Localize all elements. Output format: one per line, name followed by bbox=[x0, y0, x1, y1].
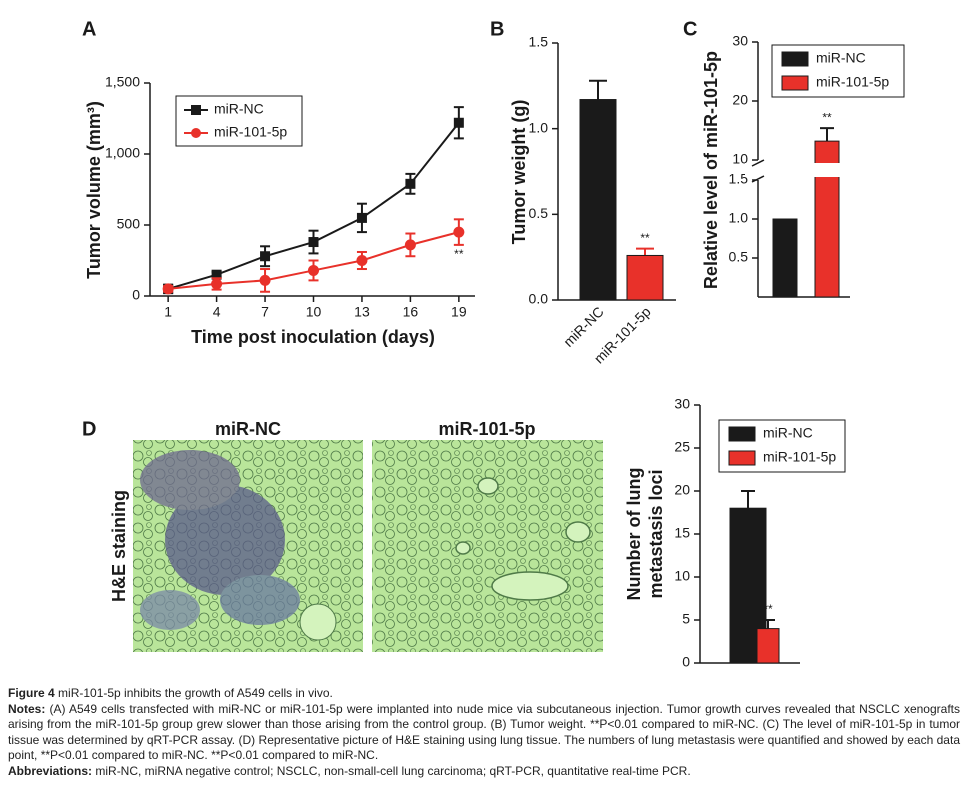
bar bbox=[756, 628, 780, 664]
y-tick-label: 25 bbox=[674, 439, 690, 455]
y-tick-label: 0.0 bbox=[529, 291, 549, 307]
y-tick-label: 1.0 bbox=[729, 210, 749, 226]
annotation: ** bbox=[822, 110, 832, 124]
point bbox=[260, 251, 271, 262]
y-tick-label: 1,000 bbox=[105, 145, 140, 161]
y-tick-label: 1.5 bbox=[729, 171, 749, 187]
legend-marker bbox=[191, 128, 201, 138]
stain-label: H&E staining bbox=[109, 490, 129, 602]
legend-label: miR-101-5p bbox=[816, 74, 889, 90]
y-tick-label: 15 bbox=[674, 525, 690, 541]
y-tick-label: 5 bbox=[682, 611, 690, 627]
point bbox=[211, 278, 223, 290]
y-tick-label: 1.5 bbox=[529, 34, 549, 50]
annotation: ** bbox=[640, 231, 650, 245]
notes-text: (A) A549 cells transfected with miR-NC o… bbox=[8, 701, 960, 763]
y-tick-label: 1,500 bbox=[105, 74, 140, 90]
annotation: ** bbox=[454, 247, 464, 261]
chart-area: A 0 500 1,000 1,500 1 4 7 10 13 16 19 Time post inoc… bbox=[82, 18, 905, 670]
vessel bbox=[299, 603, 337, 641]
point bbox=[162, 283, 174, 295]
y-tick-label: 0.5 bbox=[529, 205, 549, 221]
y-tick-label: 10 bbox=[674, 568, 690, 584]
x-tick-label: 10 bbox=[306, 304, 322, 320]
point bbox=[356, 212, 367, 223]
annotation: ** bbox=[763, 602, 773, 616]
legend-label: miR-NC bbox=[763, 425, 813, 441]
y-tick-label: 20 bbox=[674, 482, 690, 498]
y-tick-label: 30 bbox=[732, 33, 748, 49]
caption-title: Figure 4 miR-101-5p inhibits the growth … bbox=[8, 686, 960, 702]
x-tick-label: 4 bbox=[213, 304, 221, 320]
legend-label: miR-101-5p bbox=[214, 124, 287, 140]
legend-swatch bbox=[781, 51, 809, 67]
point bbox=[405, 178, 416, 189]
x-axis-label: Time post inoculation (days) bbox=[191, 327, 435, 347]
y-tick-label: 0 bbox=[132, 287, 140, 303]
notes-label: Notes: bbox=[8, 701, 46, 716]
caption-label: Figure 4 bbox=[8, 686, 55, 700]
point bbox=[453, 226, 465, 238]
image-label: miR-NC bbox=[215, 419, 281, 439]
bar bbox=[579, 99, 617, 301]
image-label: miR-101-5p bbox=[438, 419, 535, 439]
point bbox=[404, 239, 416, 251]
panel-label: D bbox=[82, 418, 96, 440]
legend-marker bbox=[191, 105, 201, 115]
legend-label: miR-101-5p bbox=[763, 449, 836, 465]
axis-break bbox=[745, 163, 855, 177]
bar bbox=[772, 218, 798, 298]
y-tick-label: 20 bbox=[732, 92, 748, 108]
y-axis-label: Tumor weight (g) bbox=[509, 100, 529, 245]
y-axis-label: Relative level of miR-101-5p bbox=[701, 51, 721, 289]
point bbox=[259, 274, 271, 286]
legend-label: miR-NC bbox=[214, 101, 264, 117]
y-tick-label: 500 bbox=[117, 216, 141, 232]
point bbox=[453, 117, 464, 128]
tissue-dense bbox=[140, 450, 300, 630]
x-tick-label: 7 bbox=[261, 304, 269, 320]
y-axis-label: Tumor volume (mm³) bbox=[84, 101, 104, 279]
x-tick-label: 19 bbox=[451, 304, 467, 320]
y-tick-label: 0 bbox=[682, 654, 690, 670]
panel-label: C bbox=[683, 18, 697, 40]
abbrev-label: Abbreviations: bbox=[8, 763, 93, 778]
legend-swatch bbox=[781, 75, 809, 91]
caption-abbrev: Abbreviations: miR-NC, miRNA negative co… bbox=[8, 764, 960, 780]
abbrev-text: miR-NC, miRNA negative control; NSCLC, n… bbox=[95, 763, 691, 778]
point bbox=[356, 255, 368, 266]
caption-text: miR-101-5p inhibits the growth of A549 c… bbox=[58, 686, 333, 700]
x-tick-label: 1 bbox=[164, 304, 172, 320]
y-tick-label: 10 bbox=[732, 151, 748, 167]
point bbox=[308, 264, 319, 276]
y-tick-label: 0.5 bbox=[729, 249, 749, 265]
y-axis-label: metastasis loci bbox=[646, 469, 666, 598]
legend-label: miR-NC bbox=[816, 50, 866, 66]
y-tick-label: 1.0 bbox=[529, 119, 549, 135]
point bbox=[211, 269, 222, 280]
bar bbox=[626, 254, 664, 301]
he-image-101 bbox=[372, 440, 603, 652]
legend-swatch bbox=[728, 426, 756, 442]
break-mark bbox=[751, 159, 765, 183]
caption: Figure 4 miR-101-5p inhibits the growth … bbox=[8, 686, 960, 780]
panel-label: B bbox=[490, 18, 504, 40]
vessels bbox=[455, 477, 591, 601]
point bbox=[308, 237, 319, 248]
y-axis-label: Number of lung bbox=[624, 468, 644, 601]
x-tick-label: 13 bbox=[354, 304, 370, 320]
y-tick-label: 30 bbox=[674, 396, 690, 412]
panel-label: A bbox=[82, 18, 96, 40]
legend-swatch bbox=[728, 450, 756, 466]
x-tick-label: 16 bbox=[403, 304, 419, 320]
caption-notes: Notes: (A) A549 cells transfected with m… bbox=[8, 702, 960, 764]
x-tick-label: miR-NC bbox=[560, 303, 607, 350]
